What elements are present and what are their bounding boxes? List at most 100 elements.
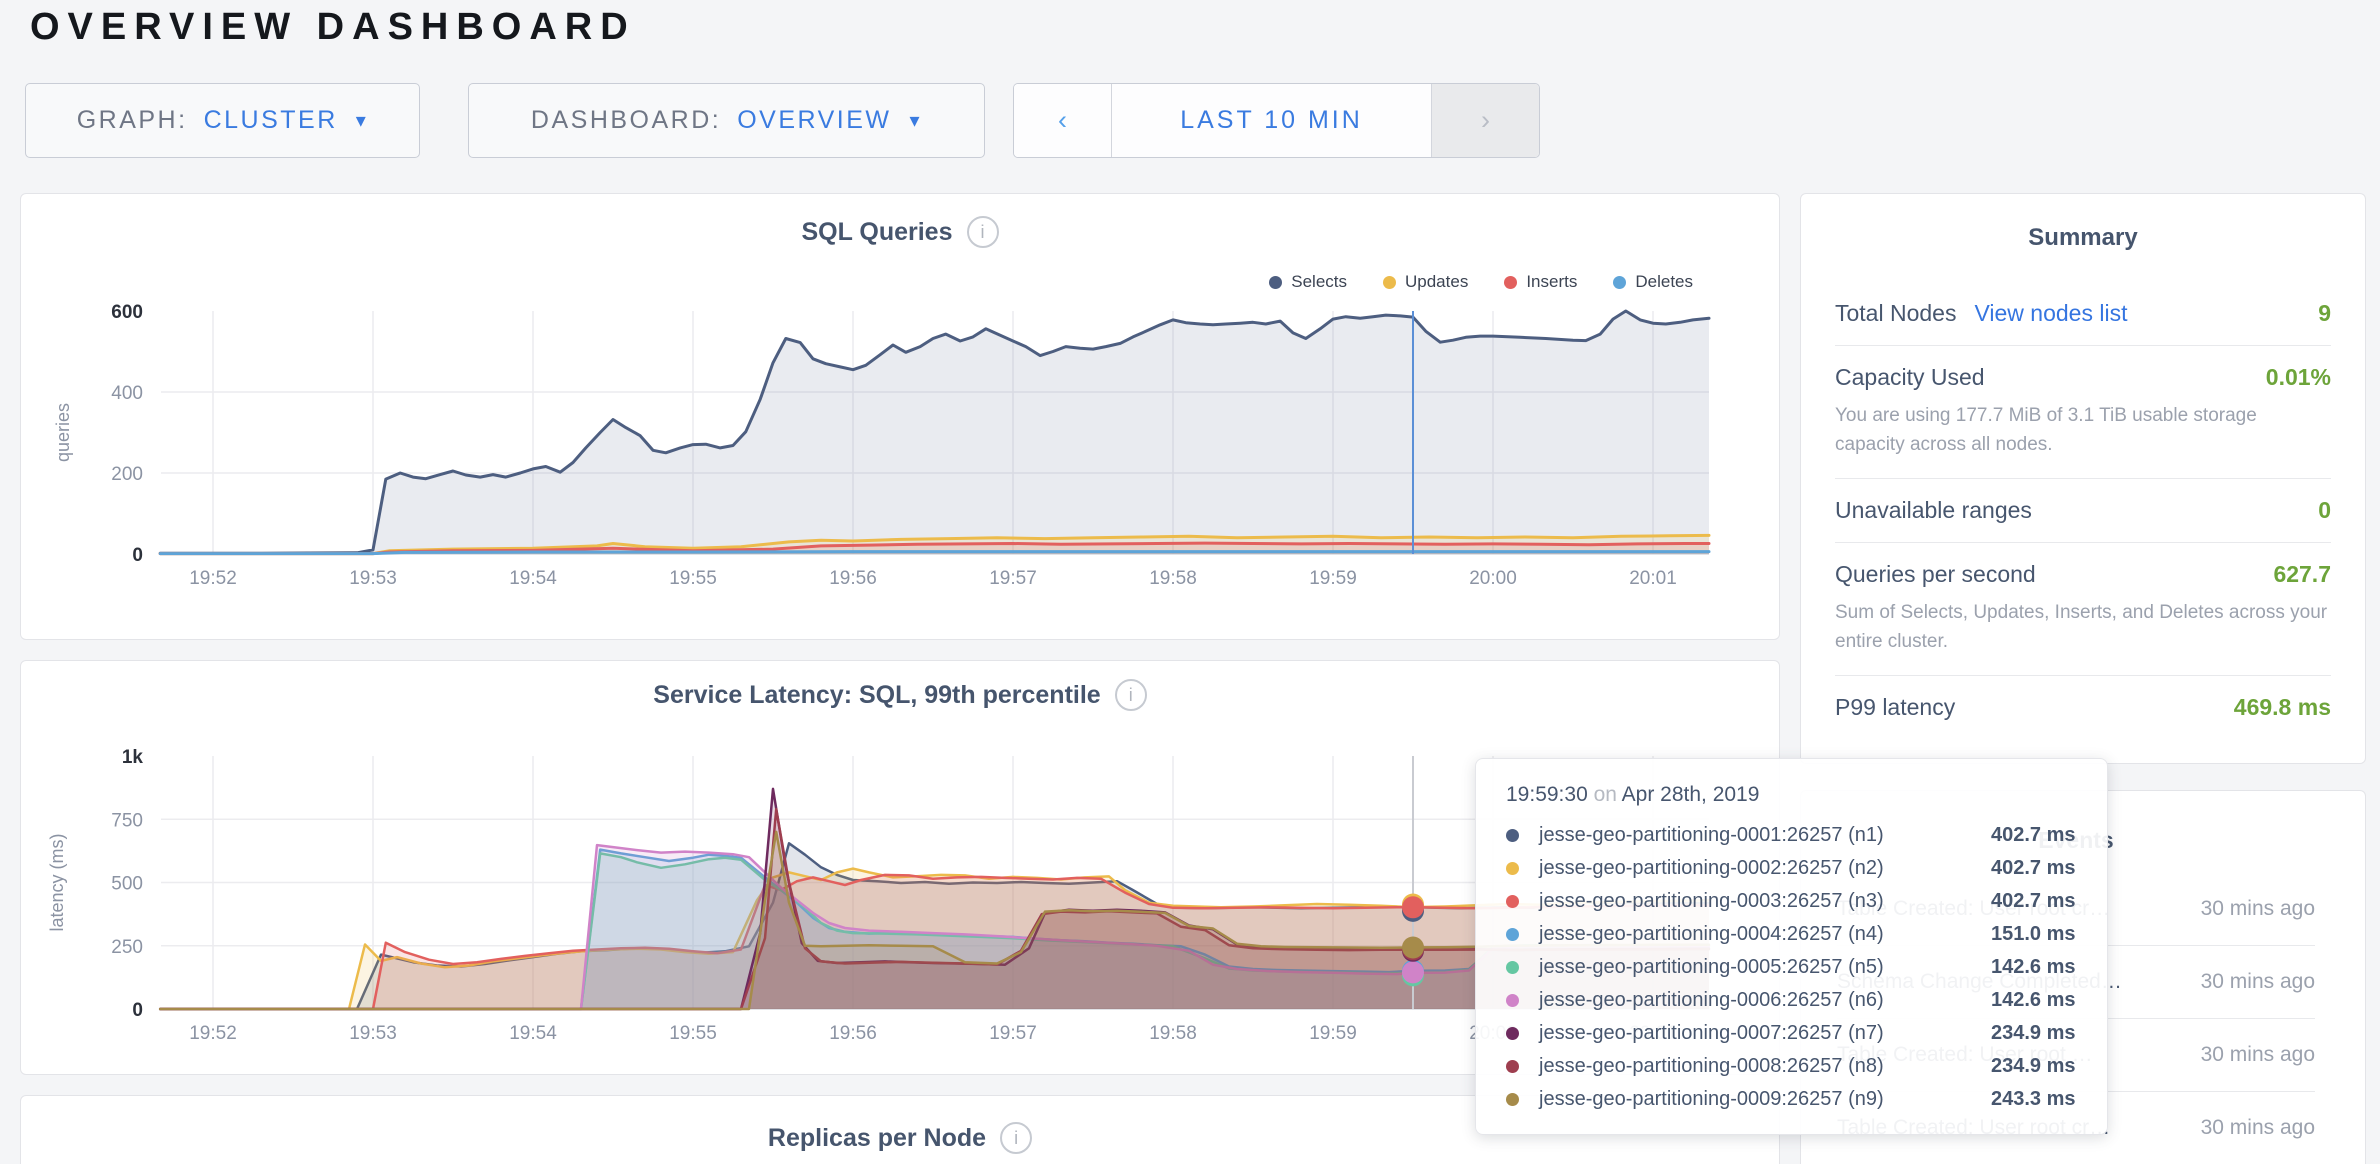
time-window-button[interactable]: LAST 10 MIN [1112, 84, 1431, 157]
legend-item-deletes[interactable]: Deletes [1613, 272, 1693, 292]
series-dot-icon [1506, 829, 1519, 842]
series-dot-icon [1383, 275, 1396, 289]
tooltip-node-row: jesse-geo-partitioning-0008:26257 (n8) 2… [1506, 1050, 2077, 1083]
sql-chart-legend: Selects Updates Inserts Deletes [1269, 272, 1693, 292]
svg-text:19:58: 19:58 [1149, 568, 1197, 589]
summary-panel: Summary Total Nodes View nodes list 9 Ca… [1800, 193, 2366, 764]
svg-text:19:57: 19:57 [989, 568, 1037, 589]
svg-text:19:59: 19:59 [1309, 568, 1357, 589]
info-icon[interactable]: i [1114, 679, 1147, 711]
tooltip-node-row: jesse-geo-partitioning-0004:26257 (n4) 1… [1506, 918, 2077, 951]
event-timestamp: 30 mins ago [2200, 896, 2315, 920]
svg-text:20:01: 20:01 [1629, 568, 1677, 589]
queries-per-second-value: 627.7 [2273, 560, 2331, 587]
svg-text:19:56: 19:56 [829, 568, 877, 589]
series-dot-icon [1506, 1093, 1519, 1106]
series-dot-icon [1506, 994, 1519, 1007]
series-dot-icon [1506, 895, 1519, 908]
queries-per-second-description: Sum of Selects, Updates, Inserts, and De… [1835, 601, 2328, 653]
series-dot-icon [1506, 1027, 1519, 1040]
capacity-used-description: You are using 177.7 MiB of 3.1 TiB usabl… [1835, 405, 2257, 456]
svg-text:0: 0 [132, 545, 143, 566]
svg-text:19:57: 19:57 [989, 1023, 1037, 1044]
svg-text:19:55: 19:55 [669, 1023, 717, 1044]
svg-text:19:54: 19:54 [509, 1023, 557, 1044]
capacity-used-value: 0.01% [2265, 364, 2331, 390]
series-dot-icon [1506, 862, 1519, 875]
svg-text:19:53: 19:53 [349, 568, 397, 589]
svg-text:400: 400 [111, 383, 143, 404]
summary-row-p99-latency: P99 latency 469.8 ms [1835, 674, 2331, 739]
svg-text:1k: 1k [122, 747, 144, 768]
svg-text:19:54: 19:54 [509, 568, 557, 589]
tooltip-node-row: jesse-geo-partitioning-0001:26257 (n1) 4… [1506, 819, 2077, 852]
p99-latency-label: P99 latency [1835, 693, 1956, 720]
capacity-used-label: Capacity Used [1835, 364, 1985, 390]
info-icon[interactable]: i [966, 216, 999, 248]
summary-row-capacity-used: Capacity Used 0.01% You are using 177.7 … [1835, 345, 2331, 478]
unavailable-ranges-label: Unavailable ranges [1835, 496, 2032, 523]
dashboard-dropdown-value: OVERVIEW [737, 106, 892, 134]
dashboard-dropdown[interactable]: DASHBOARD: OVERVIEW ▾ [468, 83, 985, 158]
event-timestamp: 30 mins ago [2200, 970, 2315, 994]
svg-text:0: 0 [132, 1000, 143, 1021]
graph-dropdown-value: CLUSTER [203, 106, 338, 134]
queries-per-second-label: Queries per second [1835, 560, 2036, 587]
svg-text:250: 250 [111, 937, 143, 958]
dashboard-dropdown-label: DASHBOARD: [530, 106, 722, 134]
sql-queries-chart[interactable]: 19:52 19:53 19:54 19:55 19:56 19:57 19:58 19:59… [21, 194, 1781, 641]
series-dot-icon [1613, 275, 1627, 289]
legend-item-updates[interactable]: Updates [1383, 272, 1468, 292]
tooltip-node-row: jesse-geo-partitioning-0003:26257 (n3) 4… [1506, 885, 2077, 918]
tooltip-node-row: jesse-geo-partitioning-0002:26257 (n2) 4… [1506, 852, 2077, 885]
event-timestamp: 30 mins ago [2200, 1116, 2315, 1140]
series-dot-icon [1506, 961, 1519, 974]
view-nodes-list-link[interactable]: View nodes list [1974, 300, 2128, 326]
graph-dropdown[interactable]: GRAPH: CLUSTER ▾ [25, 83, 420, 158]
series-dot-icon [1506, 1060, 1519, 1073]
time-range-selector: ‹ LAST 10 MIN › [1013, 83, 1540, 158]
tooltip-node-row: jesse-geo-partitioning-0009:26257 (n9) 2… [1506, 1083, 2077, 1116]
series-dot-icon [1269, 275, 1283, 289]
tooltip-node-row: jesse-geo-partitioning-0007:26257 (n7) 2… [1506, 1017, 2077, 1050]
svg-text:19:52: 19:52 [189, 1023, 237, 1044]
chevron-down-icon: ▾ [909, 110, 923, 132]
p99-latency-value: 469.8 ms [2233, 693, 2331, 720]
svg-text:200: 200 [111, 464, 143, 485]
svg-text:20:00: 20:00 [1469, 568, 1517, 589]
sql-queries-chart-title: SQL Queries [801, 217, 953, 246]
svg-text:19:52: 19:52 [189, 568, 237, 589]
replicas-per-node-chart-title: Replicas per Node [767, 1123, 987, 1152]
series-dot-icon [1506, 928, 1519, 941]
service-latency-chart-title: Service Latency: SQL, 99th percentile [653, 680, 1101, 709]
summary-row-total-nodes: Total Nodes View nodes list 9 [1835, 282, 2331, 345]
page-title: OVERVIEW DASHBOARD [30, 6, 636, 48]
sql-queries-chart-panel: SQL Queries i Selects Updates Inserts De… [20, 193, 1780, 640]
graph-dropdown-label: GRAPH: [76, 106, 188, 134]
legend-item-selects[interactable]: Selects [1269, 272, 1347, 292]
time-prev-button[interactable]: ‹ [1014, 84, 1112, 157]
summary-title: Summary [2028, 224, 2138, 251]
svg-text:750: 750 [111, 810, 143, 831]
svg-text:latency (ms): latency (ms) [47, 833, 67, 931]
chart-hover-tooltip: 19:59:30 on Apr 28th, 2019 jesse-geo-par… [1475, 758, 2108, 1135]
info-icon[interactable]: i [1000, 1122, 1033, 1154]
svg-text:19:53: 19:53 [349, 1023, 397, 1044]
time-next-button-disabled[interactable]: › [1431, 84, 1539, 157]
chevron-right-icon: › [1481, 105, 1490, 135]
tooltip-node-row: jesse-geo-partitioning-0006:26257 (n6) 1… [1506, 984, 2077, 1017]
svg-text:queries: queries [53, 403, 73, 462]
event-row: Table Created: User root cr… 30 mins ago [1837, 872, 2315, 945]
tooltip-node-row: jesse-geo-partitioning-0005:26257 (n5) 1… [1506, 951, 2077, 984]
summary-row-unavailable-ranges: Unavailable ranges 0 [1835, 477, 2331, 542]
svg-text:19:56: 19:56 [829, 1023, 877, 1044]
chevron-down-icon: ▾ [355, 110, 369, 132]
svg-text:19:59: 19:59 [1309, 1023, 1357, 1044]
svg-text:19:55: 19:55 [669, 568, 717, 589]
total-nodes-label: Total Nodes [1835, 300, 1957, 326]
svg-text:600: 600 [111, 302, 143, 323]
summary-row-queries-per-second: Queries per second 627.7 Sum of Selects,… [1835, 541, 2331, 675]
legend-item-inserts[interactable]: Inserts [1504, 272, 1577, 292]
svg-text:500: 500 [111, 874, 143, 895]
